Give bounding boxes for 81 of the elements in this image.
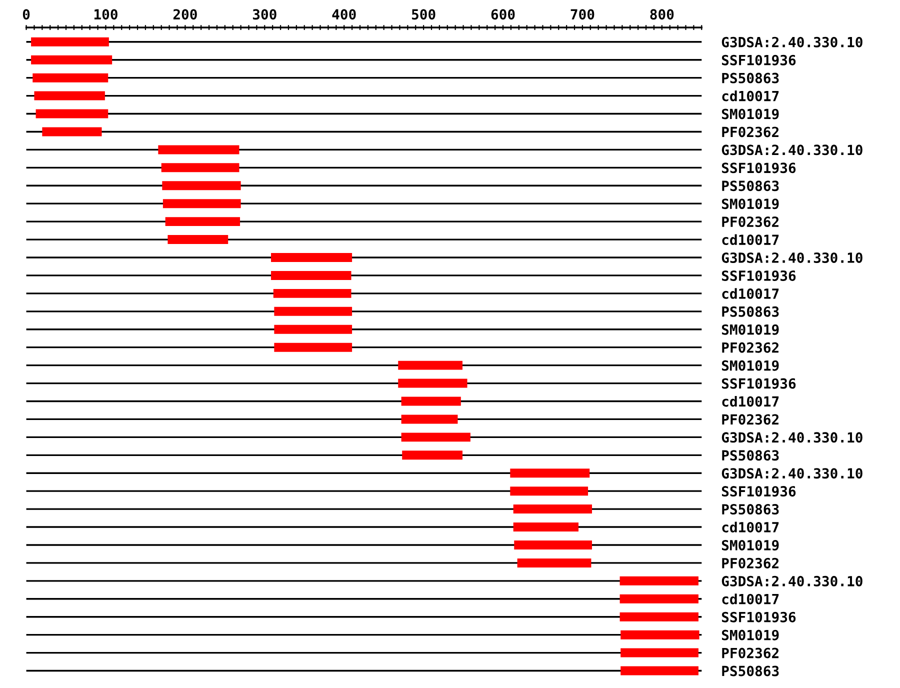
bar [32, 73, 108, 82]
bar [402, 450, 462, 460]
y-tick-label: PF02362 [722, 126, 778, 138]
y-tick-label: G3DSA:2.40.330.10 [722, 144, 862, 156]
bar [401, 414, 458, 424]
bar [620, 666, 698, 676]
bar [401, 432, 470, 442]
y-tick-label: G3DSA:2.40.330.10 [722, 36, 862, 48]
bar [271, 270, 352, 280]
bar [31, 37, 109, 46]
y-tick-label: SSF101936 [722, 162, 796, 174]
bar [274, 324, 352, 334]
x-tick-label: 600 [491, 9, 515, 20]
y-tick-label: PS50863 [722, 306, 779, 317]
y-tick-label: PF02362 [722, 216, 778, 228]
bar [620, 630, 700, 640]
y-tick-label: PF02362 [722, 414, 778, 425]
bar [513, 504, 592, 514]
y-tick-label: SSF101936 [722, 612, 796, 622]
bar [620, 594, 698, 604]
y-tick-label: SM01019 [722, 630, 779, 640]
x-tick-label: 300 [252, 9, 276, 20]
bar [162, 199, 241, 208]
x-tick-label: 0 [22, 9, 30, 20]
bar [510, 468, 590, 478]
bar [158, 145, 240, 154]
y-tick-label: PF02362 [722, 648, 778, 658]
bar [274, 342, 352, 352]
bar [514, 540, 592, 550]
bar [513, 522, 578, 532]
bar [273, 288, 352, 298]
y-tick-label: PS50863 [722, 180, 779, 192]
y-tick-label: SM01019 [722, 540, 779, 551]
bar [168, 235, 228, 244]
bar [401, 396, 461, 406]
y-tick-label: SM01019 [722, 108, 779, 120]
y-tick-label: cd10017 [722, 594, 779, 604]
y-tick-label: PS50863 [722, 504, 779, 515]
y-tick-label: SSF101936 [722, 54, 796, 66]
y-tick-label: SM01019 [722, 198, 779, 210]
y-tick-label: PF02362 [722, 558, 778, 568]
y-tick-label: SSF101936 [722, 378, 796, 389]
y-tick-label: cd10017 [722, 90, 779, 102]
x-tick-label: 800 [650, 9, 674, 20]
x-tick-label: 400 [332, 9, 356, 20]
y-tick-label: cd10017 [722, 234, 779, 246]
bar [271, 253, 352, 262]
bar [36, 109, 108, 118]
bar [517, 558, 592, 568]
bar [31, 55, 112, 64]
x-tick-label: 500 [412, 9, 436, 20]
bar [620, 576, 698, 586]
y-tick-label: SSF101936 [722, 486, 796, 497]
y-tick-label: cd10017 [722, 522, 779, 532]
y-tick-label: G3DSA:2.40.330.10 [722, 432, 862, 443]
y-tick-label: SM01019 [722, 360, 779, 371]
y-tick-label: SSF101936 [722, 270, 796, 282]
bar [274, 306, 352, 316]
y-tick-label: PS50863 [722, 450, 779, 461]
bar [398, 360, 462, 370]
bar [398, 378, 468, 388]
y-tick-label: cd10017 [722, 288, 779, 299]
y-tick-label: G3DSA:2.40.330.10 [722, 468, 862, 479]
y-tick-label: G3DSA:2.40.330.10 [722, 252, 862, 263]
y-tick-label: PS50863 [722, 666, 779, 676]
bar [165, 217, 240, 226]
bar [161, 163, 240, 172]
y-tick-label: PF02362 [722, 342, 778, 353]
y-tick-label: cd10017 [722, 396, 779, 407]
x-tick-label: 200 [173, 9, 197, 20]
bar [42, 127, 102, 136]
y-tick-label: G3DSA:2.40.330.10 [722, 576, 862, 586]
bar [510, 486, 588, 496]
bar [620, 612, 698, 622]
y-tick-label: PS50863 [722, 72, 779, 84]
bar [34, 91, 105, 100]
x-tick-label: 100 [94, 9, 118, 20]
x-tick-label: 700 [570, 9, 594, 20]
bar [620, 648, 698, 658]
bar [162, 181, 241, 190]
y-tick-label: SM01019 [722, 324, 779, 335]
